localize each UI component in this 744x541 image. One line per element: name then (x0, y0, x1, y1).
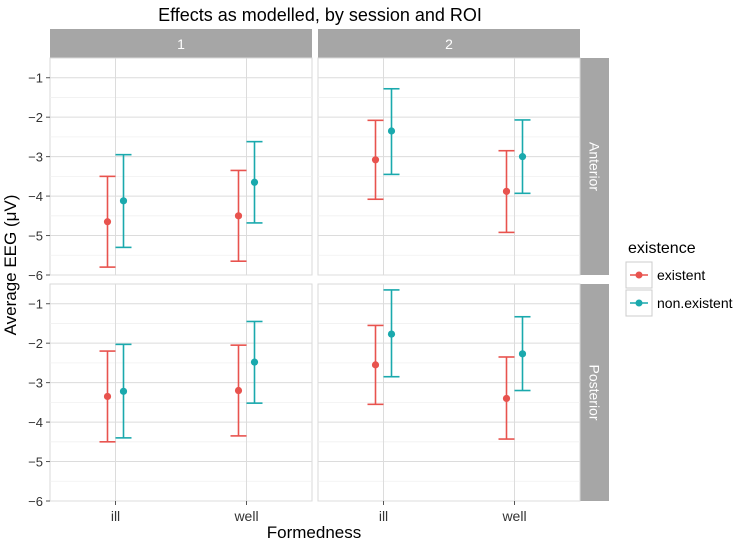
facet-strip-col-2 (318, 29, 580, 58)
point-2-anterior-existent-ill (371, 156, 380, 164)
point-2-anterior-existent-well (502, 187, 511, 195)
point-2-posterior-existent-ill (371, 361, 380, 369)
facet-strip-col-1 (50, 29, 312, 58)
point-1-anterior-existent-ill (103, 218, 112, 226)
x-tick-label-well: well (233, 508, 258, 524)
point-2-posterior-non-existent-well (518, 350, 527, 358)
facet-strip-row-anterior (580, 58, 609, 275)
chart-title: Effects as modelled, by session and ROI (158, 5, 482, 25)
y-tick-label: −4 (28, 189, 43, 204)
y-tick-label: −3 (28, 376, 43, 391)
point-2-anterior-non-existent-ill (387, 127, 396, 135)
panel-2-posterior (317, 283, 581, 502)
facet-strip-col-label-1: 1 (177, 36, 185, 52)
y-tick-label: −6 (28, 268, 43, 283)
y-axis-title: Average EEG (μV) (1, 195, 20, 336)
x-tick-label-ill: ill (379, 508, 388, 524)
point-2-anterior-non-existent-well (518, 153, 527, 161)
facet-grid: 1 2 Anterior Posterior −1 −2 −3 −4 −5 −6 −1 −2 −3 −4 −… (28, 29, 609, 524)
point-1-posterior-existent-ill (103, 392, 112, 401)
point-2-posterior-existent-well (502, 394, 511, 403)
x-axis-title: Formedness (267, 523, 361, 541)
point-1-posterior-non-existent-well (250, 358, 259, 366)
legend-item-existent: existent (625, 261, 705, 289)
y-tick-label: −1 (28, 71, 43, 86)
panel-1-posterior (49, 283, 313, 502)
facet-strip-row-posterior (580, 284, 609, 501)
point-1-anterior-non-existent-ill (119, 197, 128, 205)
point-1-posterior-existent-well (234, 386, 243, 395)
y-tick-label: −5 (28, 229, 43, 244)
panel-2-anterior (317, 57, 581, 276)
facet-strip-row-label-anterior: Anterior (587, 142, 603, 191)
facet-strip-row-label-posterior: Posterior (587, 364, 603, 420)
y-tick-label: −2 (28, 110, 43, 125)
y-tick-label: −5 (28, 455, 43, 470)
point-1-anterior-existent-well (234, 212, 243, 220)
x-tick-label-ill: ill (111, 508, 120, 524)
x-tick-label-well: well (501, 508, 526, 524)
y-tick-label: −6 (28, 494, 43, 509)
point-1-posterior-non-existent-ill (119, 387, 128, 395)
legend-key-point-existent (635, 271, 643, 279)
y-tick-label: −4 (28, 415, 43, 430)
y-tick-label: −2 (28, 336, 43, 351)
legend-label-non-existent: non.existent (657, 295, 733, 311)
legend-item-non-existent: non.existent (625, 289, 733, 317)
point-1-anterior-non-existent-well (250, 178, 259, 186)
legend-title: existence (628, 240, 696, 257)
legend: existence existent non.existent (625, 240, 733, 317)
point-2-posterior-non-existent-ill (387, 330, 396, 338)
facet-strip-col-label-2: 2 (445, 36, 453, 52)
legend-key-point-non-existent (635, 299, 643, 307)
panel-1-anterior (49, 57, 313, 276)
legend-label-existent: existent (657, 267, 705, 283)
y-tick-label: −1 (28, 297, 43, 312)
y-tick-label: −3 (28, 150, 43, 165)
